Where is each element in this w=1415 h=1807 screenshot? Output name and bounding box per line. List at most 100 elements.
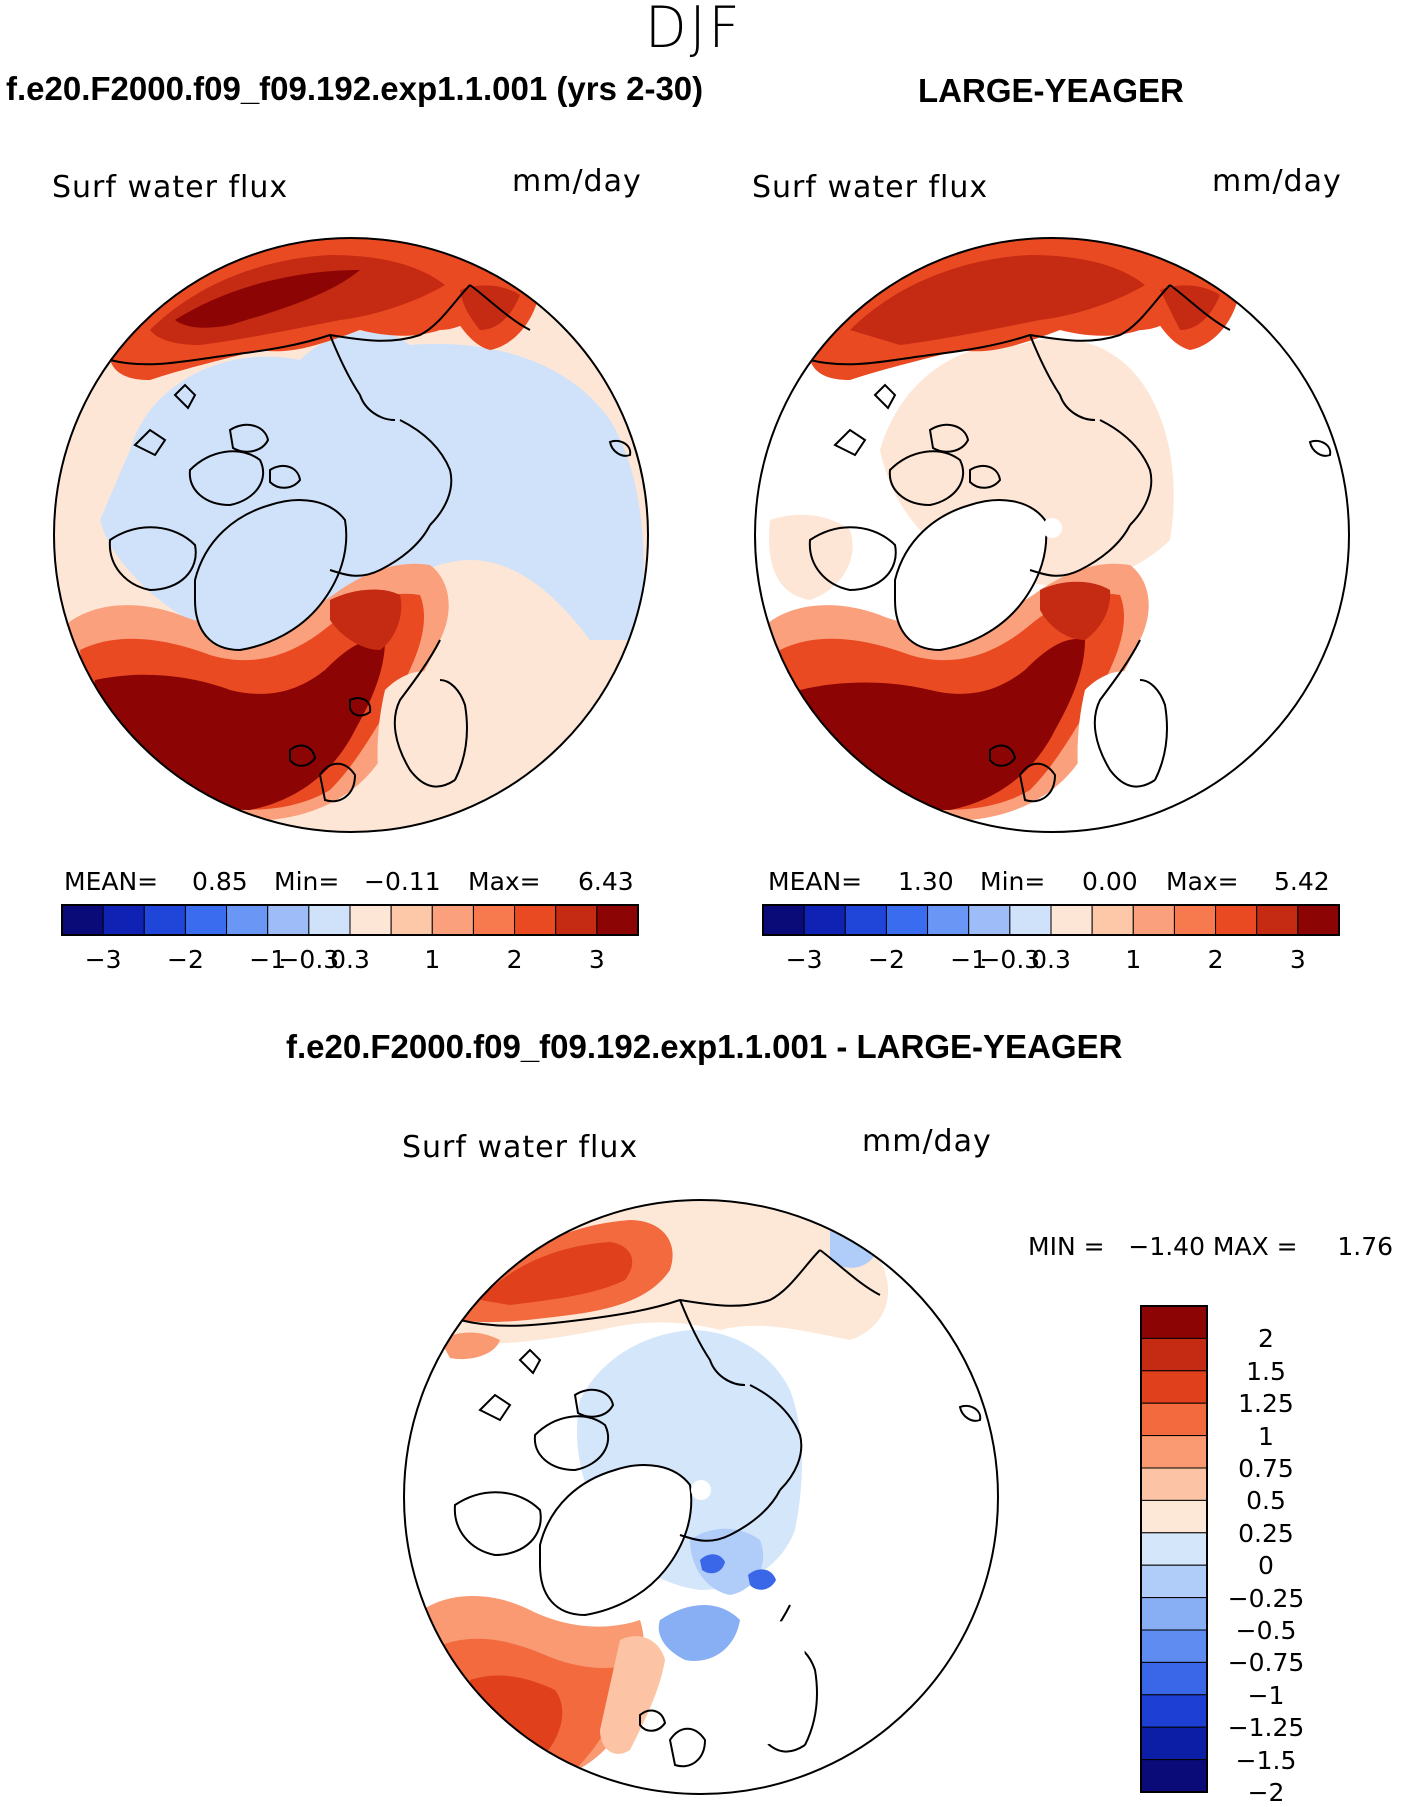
panel2-colorbar-box — [844, 904, 887, 936]
panel1-greenland — [194, 499, 348, 652]
panel1-mean-label: MEAN= — [64, 867, 159, 896]
panel1-colorbar-tick-label: 2 — [506, 945, 523, 974]
panel2-colorbar-tick-label: −0.3 — [979, 945, 1041, 974]
panel2-min-label: Min= — [980, 867, 1046, 896]
panel3-colorbar-box — [1140, 1402, 1208, 1437]
panel3-pole-missing — [691, 1480, 711, 1500]
panel1-colorbar — [61, 904, 639, 936]
panel2-colorbar-box — [927, 904, 970, 936]
panel2-colorbar-box — [1132, 904, 1175, 936]
panel3-colorbar-box — [1140, 1629, 1208, 1663]
panel1-colorbar-tick-label: −3 — [84, 945, 122, 974]
panel1-max-value: 6.43 — [578, 867, 634, 896]
panel3-colorbar-box — [1140, 1467, 1208, 1501]
panel2-colorbar-box — [1256, 904, 1299, 936]
panel2-colorbar-tick-label: 3 — [1289, 945, 1306, 974]
panel3-units: mm/day — [862, 1124, 992, 1159]
panel2-title: LARGE-YEAGER — [918, 72, 1184, 109]
panel1-colorbar-box — [514, 904, 557, 936]
panel2-mean-value: 1.30 — [898, 867, 954, 896]
panel2-pole-missing — [1042, 518, 1062, 538]
panel3-colorbar-box — [1140, 1337, 1208, 1372]
panel2-colorbar-box — [968, 904, 1011, 936]
panel3-colorbar-box — [1140, 1694, 1208, 1728]
panel1-units: mm/day — [512, 164, 642, 199]
panel2-colorbar-tick-label: −3 — [785, 945, 823, 974]
panel2-max-value: 5.42 — [1274, 867, 1330, 896]
panel3-variable: Surf water flux — [402, 1130, 639, 1165]
panel2-mean-label: MEAN= — [768, 867, 863, 896]
panel1-colorbar-box — [349, 904, 392, 936]
panel2-min-value: 0.00 — [1082, 867, 1138, 896]
panel1-colorbar-box — [308, 904, 351, 936]
panel3-colorbar-tick-label: 0.25 — [1238, 1518, 1294, 1548]
season-title: DJF — [645, 0, 743, 61]
panel1-colorbar-box — [143, 904, 186, 936]
panel3-colorbar-tick-label: −1.5 — [1235, 1745, 1297, 1775]
panel3-greenland — [539, 1464, 693, 1617]
panel1-colorbar-box — [102, 904, 145, 936]
panel2-colorbar-tick-label: 1 — [1125, 945, 1142, 974]
panel3-colorbar-tick-label: 1.5 — [1246, 1356, 1286, 1386]
panel1-colorbar-tick-label: 3 — [588, 945, 605, 974]
panel1-min-label: Min= — [274, 867, 340, 896]
panel2-variable: Surf water flux — [752, 170, 989, 205]
panel3-colorbar-box — [1140, 1499, 1208, 1534]
panel3-colorbar-tick-label: −2 — [1247, 1778, 1285, 1807]
panel1-colorbar-box — [431, 904, 474, 936]
panel1-colorbar-box — [555, 904, 598, 936]
panel1-colorbar-tick-label: −2 — [166, 945, 204, 974]
panel3-colorbar-tick-label: −0.75 — [1227, 1648, 1305, 1678]
panel1-colorbar-tick-label: 0.3 — [330, 945, 370, 974]
panel1-colorbar-box — [226, 904, 269, 936]
panel2-colorbar-box — [1091, 904, 1134, 936]
panel1-colorbar-box — [61, 904, 104, 936]
panel3-minmax: MIN = −1.40 MAX = 1.76 — [1028, 1232, 1394, 1261]
panel2-colorbar-tick-label: −1 — [950, 945, 988, 974]
panel3-colorbar-box — [1140, 1726, 1208, 1761]
panel2-colorbar-box — [762, 904, 805, 936]
panel1-mean-value: 0.85 — [192, 867, 248, 896]
panel2-colorbar-box — [1009, 904, 1052, 936]
panel1-colorbar-box — [472, 904, 516, 936]
panel2-colorbar-tick-label: 0.3 — [1031, 945, 1071, 974]
panel2-colorbar-tick-label: −2 — [867, 945, 905, 974]
panel1-max-label: Max= — [468, 867, 541, 896]
panel2-colorbar-box — [1297, 904, 1340, 936]
panel3-colorbar-tick-label: −0.25 — [1227, 1583, 1305, 1613]
panel1-colorbar-tick-label: −0.3 — [278, 945, 340, 974]
panel2-units: mm/day — [1212, 164, 1342, 199]
panel3-colorbar-box — [1140, 1435, 1208, 1469]
panel3-colorbar-box — [1140, 1759, 1208, 1793]
panel3-colorbar-box — [1140, 1370, 1208, 1404]
panel2-map — [754, 237, 1350, 833]
panel3-colorbar-tick-label: 0.5 — [1246, 1486, 1286, 1516]
panel1-colorbar-box — [267, 904, 310, 936]
panel3-colorbar-tick-label: −0.5 — [1235, 1616, 1297, 1645]
panel1-title: f.e20.F2000.f09_f09.192.exp1.1.001 (yrs … — [6, 70, 704, 107]
panel1-colorbar-box — [596, 904, 639, 936]
panel3-colorbar-box — [1140, 1597, 1208, 1631]
panel1-colorbar-box — [390, 904, 433, 936]
panel3-colorbar — [1140, 1305, 1208, 1793]
panel2-colorbar-box — [803, 904, 846, 936]
panel2-colorbar-box — [1173, 904, 1217, 936]
panel3-colorbar-tick-label: −1.25 — [1227, 1713, 1305, 1743]
panel2-colorbar-tick-label: 2 — [1207, 945, 1224, 974]
panel2-colorbar-box — [1050, 904, 1093, 936]
panel3-colorbar-box — [1140, 1305, 1208, 1339]
panel1-map — [53, 237, 649, 833]
panel1-colorbar-tick-label: 1 — [424, 945, 441, 974]
panel3-colorbar-tick-label: −1 — [1247, 1680, 1285, 1710]
panel2-greenland — [894, 499, 1048, 652]
panel3-colorbar-tick-label: 1 — [1258, 1421, 1274, 1451]
panel1-colorbar-box — [184, 904, 228, 936]
panel3-colorbar-tick-label: 0.75 — [1238, 1454, 1294, 1483]
panel3-colorbar-box — [1140, 1564, 1208, 1599]
panel2-colorbar — [762, 904, 1340, 936]
panel2-colorbar-box — [1215, 904, 1258, 936]
panel3-colorbar-box — [1140, 1532, 1208, 1566]
panel2-max-label: Max= — [1166, 867, 1239, 896]
panel1-variable: Surf water flux — [52, 170, 289, 205]
